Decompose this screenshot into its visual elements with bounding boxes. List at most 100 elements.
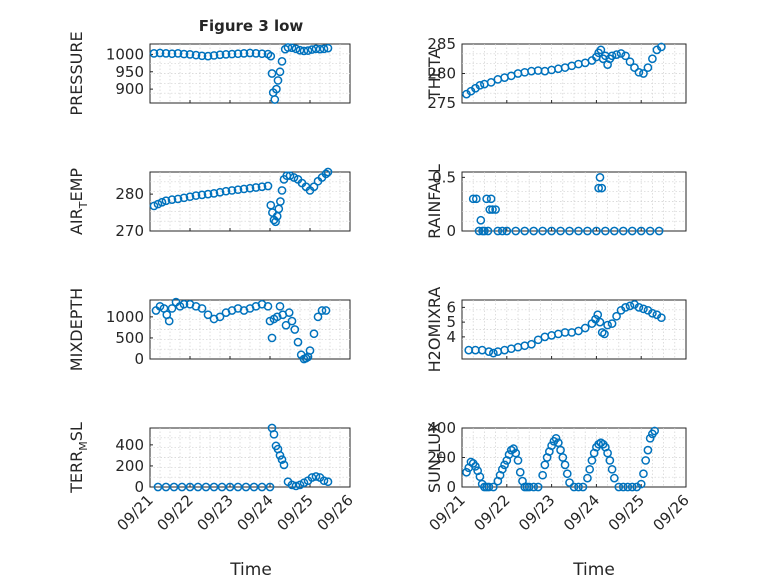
data-point [538,470,547,480]
data-point [605,456,615,465]
y-tick-label: 200 [115,457,144,475]
data-point [636,479,646,489]
data-point [245,48,255,58]
data-point [313,312,323,322]
x-tick-label: 09/26 [314,491,357,534]
x-tick-label: 09/22 [154,491,197,534]
y-tick-label: 500 [115,329,144,347]
data-point [648,308,657,318]
data-point [593,310,603,320]
data-point [612,311,621,321]
y-axis-label: THETA [425,48,444,100]
data-point [287,316,297,326]
data-point [287,43,297,53]
data-point [233,49,243,59]
data-point [513,456,523,465]
data-point [161,196,171,206]
data-point [648,54,657,64]
data-point [556,445,565,455]
data-point [225,482,235,492]
data-point [185,482,195,492]
y-tick-label: 280 [427,65,456,83]
data-point [623,482,633,492]
data-point [484,482,494,492]
data-point [149,49,159,58]
data-point [488,205,497,214]
x-tick-label: 09/25 [605,491,648,534]
data-point [594,183,603,193]
subplot-air-temp: 270 280 AIRTEMP [67,168,351,240]
data-point [275,451,285,460]
data-point [245,183,255,193]
data-point [217,482,227,492]
y-tick-label: 0 [446,222,456,240]
x-tick-label: 09/26 [650,491,693,534]
data-point [273,76,283,85]
data-point [315,44,325,54]
data-point [595,173,605,182]
y-tick-label: 5 [446,313,456,331]
data-point [607,319,617,328]
data-point [157,197,167,207]
x-tick-label: 09/21 [426,491,469,534]
y-tick-label: 280 [115,185,144,203]
data-point [618,226,628,236]
x-tick-label: 09/21 [114,491,157,534]
y-axis-label: PRESSURE [67,31,86,115]
data-point [277,186,287,195]
data-point [468,194,478,204]
x-tick-label: 09/22 [470,491,513,534]
data-point [565,226,574,236]
data-point [275,301,285,311]
data-point [641,456,651,465]
data-point [291,481,301,491]
data-point [627,482,637,492]
data-point [291,44,301,54]
y-tick-label: 275 [427,94,456,112]
data-point [580,323,590,333]
data-point [309,329,319,339]
data-point [307,45,317,54]
data-point [597,183,607,193]
data-point [269,429,279,439]
data-point [483,226,493,236]
data-point [277,455,287,464]
data-point [257,49,267,59]
x-axis-label: Time [572,560,615,580]
data-point [583,473,592,483]
y-tick-label: 285 [427,35,456,53]
data-point [241,482,251,492]
data-point [267,333,277,343]
data-point [601,226,610,236]
data-point [221,186,231,196]
data-point [540,460,550,470]
y-tick-label: 200 [427,449,456,467]
x-tick-label: 09/25 [274,491,317,534]
data-point [527,339,536,349]
data-point [565,478,574,487]
data-point [529,226,539,236]
data-point [323,477,333,487]
data-point [289,173,299,182]
data-point [161,482,171,492]
data-point [299,46,309,56]
data-point [233,482,243,492]
data-point [471,462,480,471]
data-point [270,95,280,104]
data-point [497,464,507,474]
data-point [309,182,319,192]
data-point [277,57,287,66]
data-point [657,42,666,52]
data-point [616,49,626,58]
data-point [482,194,491,204]
data-point [153,199,163,209]
data-point [311,472,321,481]
data-point [197,51,207,61]
data-point [201,482,211,492]
data-point [215,187,225,197]
data-point [609,473,619,483]
data-point [509,444,518,453]
data-point [215,312,225,322]
